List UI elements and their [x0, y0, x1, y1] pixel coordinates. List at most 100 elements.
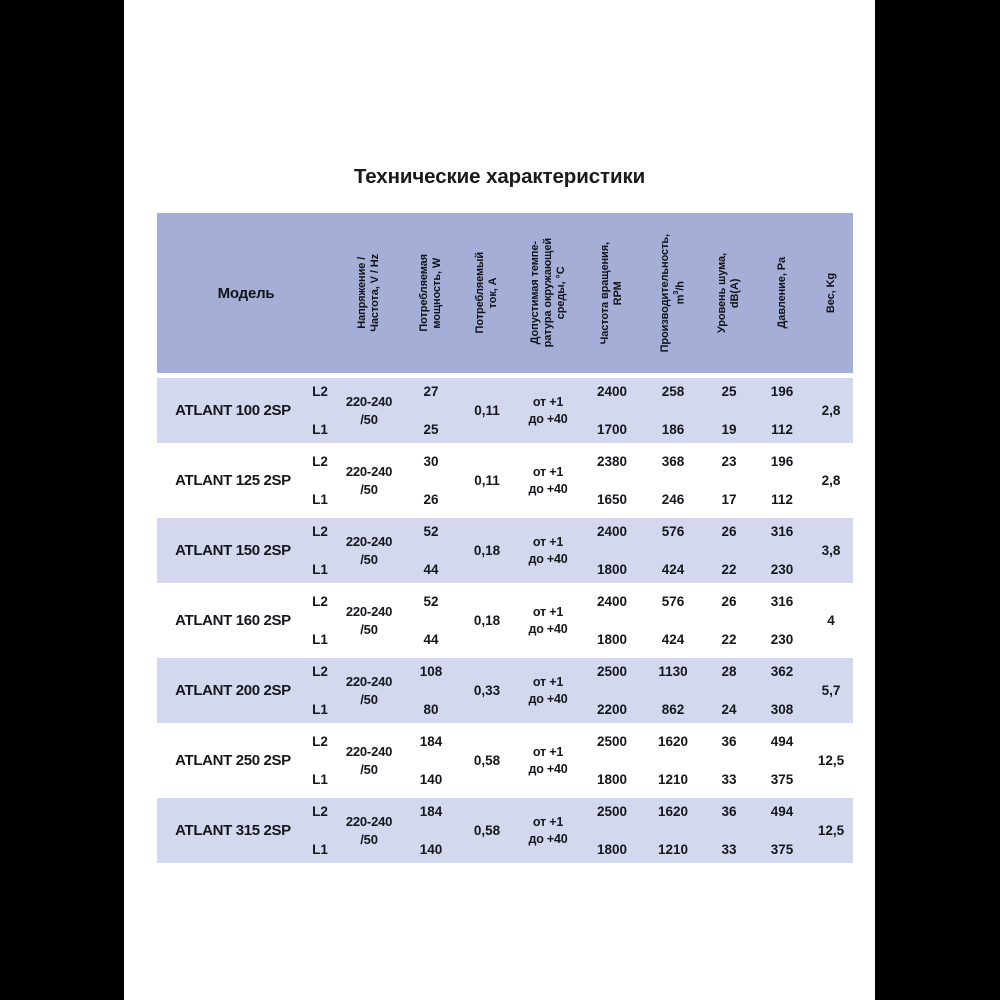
rpm-bottom: 2200	[596, 702, 628, 717]
stacked-values: 2400 1800	[581, 593, 643, 647]
column-header-voltage-label: Напряжение / Частота, V / Hz	[356, 254, 381, 332]
cell-temp: от +1 до +40	[515, 588, 581, 653]
power-bottom: 44	[423, 632, 439, 647]
stacked-values: 1130 862	[643, 663, 703, 717]
cell-noise: 28 24	[703, 658, 755, 723]
temp-bottom: до +40	[528, 411, 568, 426]
cell-model: ATLANT 160 2SP	[157, 588, 305, 653]
stacked-values: 30 26	[403, 453, 459, 507]
column-header-weight: Вес, Kg	[809, 213, 853, 373]
pressure-top: 316	[770, 593, 794, 609]
voltage-top: 220-240	[345, 813, 393, 829]
pressure-bottom: 230	[770, 562, 794, 577]
stacked-values: L2 L1	[305, 664, 335, 717]
stacked-values: 316 230	[755, 593, 809, 647]
pressure-top: 196	[770, 453, 794, 469]
cell-temp: от +1 до +40	[515, 448, 581, 513]
cell-volt: 220-240/50	[335, 448, 403, 513]
header-row: Модель Напряжение / Частота, V / Hz Потр…	[157, 213, 853, 373]
column-header-temperature-label: Допустимая темпе- ратура окружающей сред…	[528, 238, 567, 348]
column-header-noise-label: Уровень шума, dB(A)	[716, 252, 741, 334]
stacked-values: L2 L1	[305, 524, 335, 577]
noise-bottom: 33	[721, 842, 737, 857]
airflow-label-sup: 3	[670, 290, 680, 295]
pressure-bottom: 375	[770, 772, 794, 787]
cell-weight: 5,7	[809, 658, 853, 723]
voltage-top: 220-240	[345, 463, 393, 479]
cell-noise: 36 33	[703, 798, 755, 863]
stacked-values: 576 424	[643, 523, 703, 577]
stacked-values: 36 33	[703, 803, 755, 857]
noise-top: 23	[721, 453, 737, 469]
airflow-top: 576	[661, 523, 685, 539]
cell-weight: 12,5	[809, 798, 853, 863]
temp-bottom: до +40	[528, 481, 568, 496]
cell-volt: 220-240/50	[335, 798, 403, 863]
cell-rpm: 2500 1800	[581, 728, 643, 793]
voltage-bottom: /50	[360, 481, 378, 497]
cell-press: 196 112	[755, 448, 809, 513]
specifications-table: Модель Напряжение / Частота, V / Hz Потр…	[157, 208, 853, 868]
voltage-top: 220-240	[345, 393, 393, 409]
table-row: ATLANT 160 2SP L2 L1 220-240/50 52 44 0,18 от +…	[157, 588, 853, 653]
cell-noise: 26 22	[703, 518, 755, 583]
airflow-top: 368	[661, 453, 685, 469]
cell-flow: 1130 862	[643, 658, 703, 723]
stacked-values: 196 112	[755, 384, 809, 437]
line-bottom: L1	[312, 422, 328, 437]
temp-top: от +1	[532, 464, 564, 479]
cell-press: 316 230	[755, 588, 809, 653]
stacked-values: 2500 1800	[581, 804, 643, 857]
cell-flow: 258 186	[643, 378, 703, 443]
noise-bottom: 22	[721, 632, 737, 647]
pressure-bottom: 308	[770, 702, 794, 717]
table-header: Модель Напряжение / Частота, V / Hz Потр…	[157, 213, 853, 373]
temp-bottom: до +40	[528, 831, 568, 846]
noise-bottom: 22	[721, 562, 737, 577]
cell-noise: 36 33	[703, 728, 755, 793]
pressure-top: 494	[770, 733, 794, 749]
cell-temp: от +1 до +40	[515, 798, 581, 863]
cell-power: 52 44	[403, 588, 459, 653]
cell-volt: 220-240/50	[335, 728, 403, 793]
voltage-bottom: /50	[360, 761, 378, 777]
cell-temp: от +1 до +40	[515, 518, 581, 583]
noise-bottom: 24	[721, 702, 737, 717]
temp-top: от +1	[532, 604, 564, 619]
airflow-bottom: 424	[661, 562, 685, 577]
cell-flow: 1620 1210	[643, 728, 703, 793]
rpm-top: 2400	[596, 383, 628, 399]
cell-volt: 220-240/50	[335, 588, 403, 653]
cell-noise: 25 19	[703, 378, 755, 443]
stacked-values: L2 L1	[305, 594, 335, 647]
table-row: ATLANT 200 2SP L2 L1 220-240/50 108 80 0,33 от …	[157, 658, 853, 723]
stacked-values: 52 44	[403, 524, 459, 577]
cell-model: ATLANT 315 2SP	[157, 798, 305, 863]
column-header-voltage: Напряжение / Частота, V / Hz	[335, 213, 403, 373]
voltage-bottom: /50	[360, 691, 378, 707]
column-header-power: Потребляемая мощность, W	[403, 213, 459, 373]
pressure-top: 494	[770, 803, 794, 819]
stacked-values: 196 112	[755, 453, 809, 507]
cell-model: ATLANT 100 2SP	[157, 378, 305, 443]
cell-current: 0,11	[459, 378, 515, 443]
airflow-top: 1130	[658, 663, 688, 679]
rpm-top: 2400	[596, 593, 628, 609]
column-header-airflow-label: Производительность, m3/h	[659, 234, 688, 352]
noise-top: 36	[721, 803, 737, 819]
stacked-values: L2 L1	[305, 734, 335, 787]
rpm-top: 2500	[596, 663, 628, 679]
power-top: 52	[423, 593, 439, 609]
power-bottom: 140	[419, 772, 443, 787]
cell-temp: от +1 до +40	[515, 728, 581, 793]
column-header-power-label: Потребляемая мощность, W	[418, 254, 443, 332]
line-bottom: L1	[312, 492, 328, 507]
power-bottom: 140	[419, 842, 443, 857]
stacked-values: 27 25	[403, 384, 459, 437]
column-header-temperature: Допустимая темпе- ратура окружающей сред…	[515, 213, 581, 373]
stacked-values: 2400 1700	[581, 383, 643, 437]
cell-temp: от +1 до +40	[515, 378, 581, 443]
cell-power: 108 80	[403, 658, 459, 723]
power-top: 30	[423, 453, 439, 469]
temp-bottom: до +40	[528, 761, 568, 776]
